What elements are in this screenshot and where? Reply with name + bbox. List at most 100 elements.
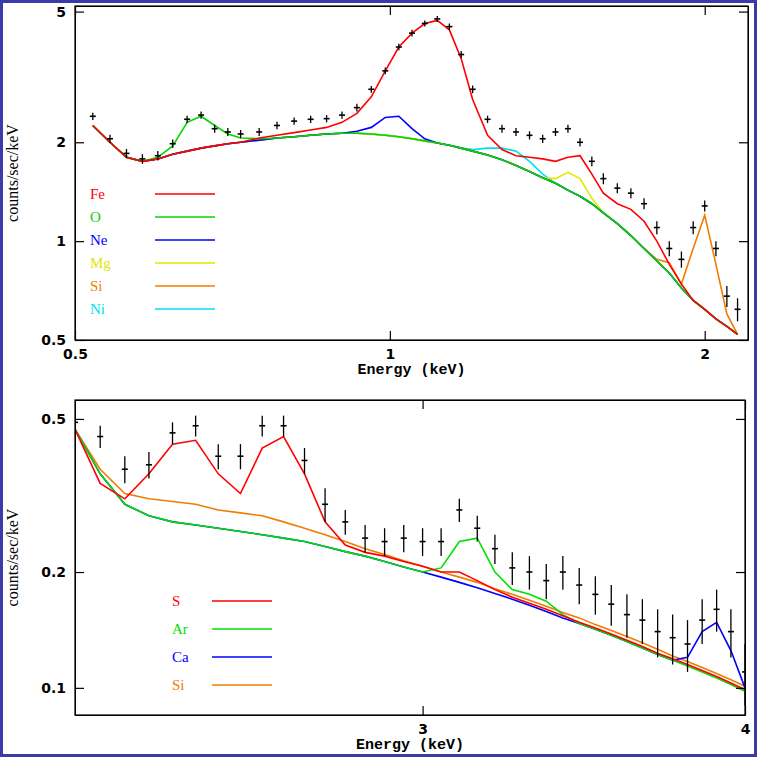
model-line [93,125,738,334]
data-point [666,248,672,250]
legend: SArCaSi [172,593,272,693]
data-point [281,425,287,427]
y-axis-title: counts/sec/keV [4,124,21,222]
x-axis-title: Energy (keV) [356,737,464,754]
tick [736,572,745,573]
y-axis-title: counts/sec/keV [4,508,21,606]
data-point [259,425,265,427]
data-point [90,115,96,117]
legend-swatch [212,628,272,630]
axis-line [76,400,746,401]
tick-label: 0.5 [41,411,66,427]
plot-area [90,16,741,334]
axis: 34 [76,706,751,737]
data-point [600,178,606,180]
data-point [368,88,374,90]
data-point [470,88,476,90]
data-point [446,26,452,28]
tick-label: 2 [700,346,710,362]
data-point [434,18,440,20]
error-bar [642,599,643,644]
legend-swatch [155,262,215,264]
model-line [93,116,738,334]
tick-mark [739,241,748,242]
data-point [382,541,388,543]
tick-mark [422,706,423,715]
legend-label: Si [90,278,103,294]
data-point [577,141,583,143]
axis-line [76,715,746,716]
legend-label: Si [172,677,185,693]
axis-line [745,401,746,716]
data-point [107,138,113,140]
tick-label: 5 [56,4,66,20]
axis: 0.1 0.2 0.5 [41,401,84,716]
data-point [225,131,231,133]
data-point [485,118,491,120]
error-bar [657,609,658,657]
tick: 0.2 [41,564,84,580]
data-point [122,468,128,470]
tick-mark [705,6,706,15]
data-point [97,436,103,438]
data-point [552,131,558,133]
legend-label: Fe [90,186,105,202]
tick-mark [736,572,745,573]
tick-label: 0.1 [41,680,66,696]
tick [736,419,745,420]
error-bar [687,620,688,672]
axis [736,401,746,716]
data-point [420,541,426,543]
chart-container: 0.5120.5125Energy (keV)counts/sec/keVFeO… [0,0,757,757]
tick-label: 2 [56,134,66,150]
tick-label: 0.5 [63,346,88,362]
data-point [685,643,691,645]
model-line [75,429,745,689]
tick-mark [736,419,745,420]
data-point [628,192,634,194]
error-bar [529,556,530,590]
data-point [654,227,660,229]
legend-swatch [212,656,272,658]
data-point [560,571,566,573]
data-point [456,509,462,511]
plot-frame [75,400,745,715]
data-point [256,131,262,133]
data-point [592,594,598,596]
tick: 3 [418,706,428,737]
data-point [474,527,480,529]
tick-label: 4 [741,721,751,737]
data-point [291,120,297,122]
tick-mark [75,142,84,143]
data-point [713,248,719,250]
plot-frame [75,6,748,340]
tick-mark [75,572,84,573]
legend-swatch [155,308,215,310]
error-bar [730,609,731,657]
data-point [702,205,708,207]
tick-label: 0.5 [41,332,66,348]
tick: 0.5 [41,411,84,427]
data-point [655,631,661,633]
data-point [238,133,244,135]
data-point [543,580,549,582]
error-bar [579,568,580,604]
legend-swatch [155,216,215,218]
tick [390,6,391,15]
tick: 1 [56,233,84,249]
legend-swatch [155,239,215,241]
axis: 0.512 [63,331,748,362]
tick-mark [705,331,706,340]
legend-swatch [212,600,272,602]
data-point [382,70,388,72]
data-point [362,537,368,539]
tick: 2 [700,331,710,362]
data-point [322,503,328,505]
model-line [93,116,738,334]
data-point [540,138,546,140]
data-point [728,631,734,633]
data-point [690,227,696,229]
tick-mark [736,688,745,689]
data-point [409,32,415,34]
axis-line [748,7,749,341]
